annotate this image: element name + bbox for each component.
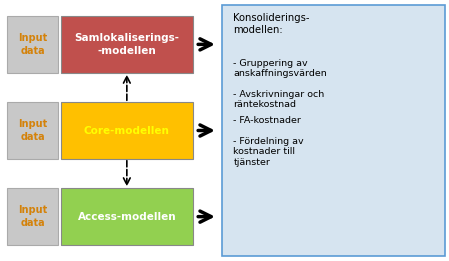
- Text: Core-modellen: Core-modellen: [84, 126, 170, 135]
- FancyBboxPatch shape: [7, 16, 58, 73]
- FancyBboxPatch shape: [61, 16, 193, 73]
- FancyBboxPatch shape: [222, 5, 445, 256]
- Text: - Gruppering av
anskaffningsvärden: - Gruppering av anskaffningsvärden: [233, 59, 327, 78]
- Text: Konsoliderings-
modellen:: Konsoliderings- modellen:: [233, 13, 310, 35]
- FancyBboxPatch shape: [7, 188, 58, 245]
- FancyBboxPatch shape: [61, 102, 193, 159]
- Text: Access-modellen: Access-modellen: [78, 212, 176, 222]
- Text: - Fördelning av
kostnader till
tjänster: - Fördelning av kostnader till tjänster: [233, 137, 304, 167]
- Text: - Avskrivningar och
räntekostnad: - Avskrivningar och räntekostnad: [233, 90, 325, 109]
- Text: - FA-kostnader: - FA-kostnader: [233, 116, 301, 125]
- Text: Input
data: Input data: [18, 33, 47, 56]
- Text: Input
data: Input data: [18, 119, 47, 142]
- FancyBboxPatch shape: [7, 102, 58, 159]
- Text: Samlokaliserings-
-modellen: Samlokaliserings- -modellen: [75, 33, 179, 56]
- FancyBboxPatch shape: [61, 188, 193, 245]
- Text: Input
data: Input data: [18, 205, 47, 228]
